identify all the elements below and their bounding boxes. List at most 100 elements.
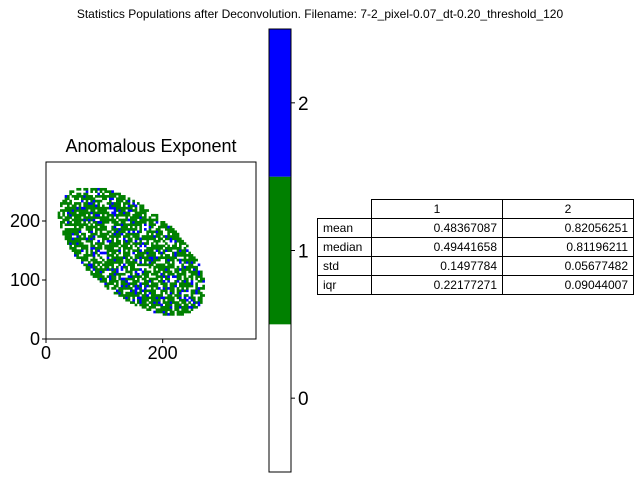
heatmap-cell [176, 235, 180, 238]
heatmap-cell [64, 232, 68, 236]
heatmap-cell [90, 237, 93, 241]
heatmap-cell [120, 213, 124, 217]
heatmap-cell [92, 237, 96, 241]
heatmap-cell [190, 275, 194, 278]
heatmap-cell [113, 211, 117, 215]
heatmap-cell [144, 256, 147, 260]
heatmap-cell [97, 213, 100, 217]
heatmap-cell [153, 256, 156, 260]
heatmap-cell [151, 280, 154, 283]
heatmap-cell [130, 209, 133, 212]
heatmap-cell [176, 265, 180, 269]
heatmap-cell [134, 249, 138, 252]
heatmap-cell [118, 206, 121, 210]
heatmap-cell [116, 237, 119, 241]
heatmap-cell [90, 228, 93, 231]
heatmap-cell [165, 242, 168, 245]
heatmap-cell [90, 251, 93, 255]
heatmap-cell [202, 280, 205, 283]
heatmap-cell [174, 232, 177, 236]
heatmap-cell [153, 301, 156, 304]
heatmap-cell [111, 197, 114, 201]
heatmap-cell [109, 246, 112, 250]
heatmap-cell [167, 272, 170, 276]
heatmap-cell [104, 211, 107, 215]
heatmap-cell [176, 291, 180, 295]
heatmap-cell [67, 239, 70, 243]
heatmap-cell [102, 216, 105, 219]
heatmap-cell [181, 239, 184, 243]
heatmap-cell [183, 305, 187, 309]
heatmap-cell [95, 258, 98, 262]
heatmap-cell [174, 237, 177, 241]
heatmap-cell [169, 282, 173, 286]
heatmap-cell [97, 270, 100, 274]
heatmap-cell [167, 230, 170, 234]
heatmap-cell [78, 239, 82, 243]
heatmap-cell [71, 242, 75, 245]
heatmap-cell [123, 251, 126, 255]
heatmap-cell [92, 256, 96, 260]
heatmap-cell [76, 202, 79, 205]
heatmap-cell [130, 265, 133, 269]
heatmap-cell [123, 296, 126, 300]
heatmap-cell [78, 216, 82, 219]
heatmap-cell [141, 294, 145, 297]
heatmap-cell [95, 242, 98, 245]
heatmap-cell [78, 221, 82, 224]
heatmap-cell [90, 270, 93, 274]
heatmap-cell [153, 265, 156, 269]
heatmap-cell [165, 282, 168, 286]
heatmap-cell [67, 221, 70, 224]
heatmap-cell [167, 235, 170, 238]
heatmap-cell [134, 223, 138, 227]
heatmap-cell [183, 298, 187, 302]
heatmap-cell [160, 275, 163, 278]
heatmap-cell [167, 301, 170, 304]
heatmap-cell [90, 216, 93, 219]
heatmap-cell [85, 256, 89, 260]
heatmap-cell [169, 246, 173, 250]
heatmap-cell [155, 246, 159, 250]
heatmap-cell [160, 232, 163, 236]
heatmap-cell [190, 272, 194, 276]
heatmap-cell [83, 192, 86, 196]
heatmap-cell [141, 204, 145, 208]
x-tick-label: 200 [148, 343, 178, 363]
heatmap-cell [62, 199, 65, 203]
heatmap-cell [148, 256, 152, 260]
heatmap-cell [179, 282, 182, 286]
heatmap-cell [144, 272, 147, 276]
heatmap-cell [99, 235, 103, 238]
heatmap-cell [78, 218, 82, 222]
heatmap-cell [134, 235, 138, 238]
heatmap-cell [111, 242, 114, 245]
heatmap-cell [81, 206, 84, 210]
heatmap-cell [83, 211, 86, 215]
heatmap-cell [160, 282, 163, 286]
heatmap-cell [97, 235, 100, 238]
heatmap-cell [137, 213, 140, 217]
heatmap-cell [97, 272, 100, 276]
heatmap-cell [144, 287, 147, 290]
heatmap-cell [99, 225, 103, 229]
heatmap-cell [183, 242, 187, 245]
heatmap-cell [64, 209, 68, 212]
heatmap-cell [85, 187, 89, 191]
heatmap-cell [127, 211, 131, 215]
table-cell: 0.09044007 [502, 275, 634, 295]
heatmap-cell [148, 221, 152, 224]
heatmap-cell [176, 239, 180, 243]
heatmap-cell [81, 246, 84, 250]
heatmap-cell [83, 254, 86, 257]
heatmap-cell [188, 310, 191, 314]
heatmap-cell [179, 310, 182, 314]
heatmap-cell [116, 232, 119, 236]
heatmap-cell [151, 301, 154, 304]
heatmap-cell [151, 242, 154, 245]
heatmap-cell [125, 246, 128, 250]
heatmap-cell [125, 235, 128, 238]
heatmap-cell [160, 272, 163, 276]
heatmap-cell [104, 206, 107, 210]
heatmap-cell [95, 199, 98, 203]
